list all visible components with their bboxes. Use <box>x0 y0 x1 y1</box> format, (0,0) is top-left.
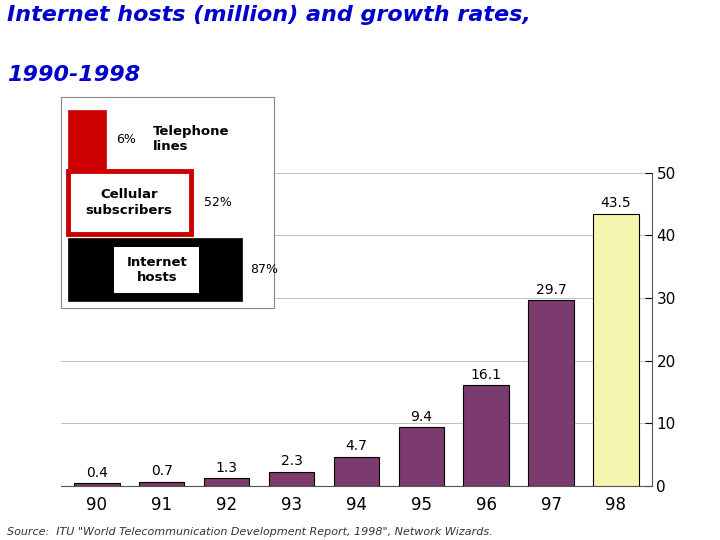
Text: 52%: 52% <box>204 196 231 209</box>
Bar <box>593 213 639 486</box>
Text: Cellular
subscribers: Cellular subscribers <box>86 188 173 217</box>
Text: 4.7: 4.7 <box>346 440 367 454</box>
Bar <box>464 385 509 486</box>
Text: Internet hosts (million) and growth rates,: Internet hosts (million) and growth rate… <box>7 5 531 25</box>
Text: Internet
hosts: Internet hosts <box>127 256 187 284</box>
Text: 87%: 87% <box>251 264 278 276</box>
Text: 0.4: 0.4 <box>86 467 108 481</box>
Text: 1.3: 1.3 <box>216 461 238 475</box>
Bar <box>333 456 379 486</box>
Bar <box>74 483 120 486</box>
Bar <box>528 300 574 486</box>
Bar <box>139 482 184 486</box>
Bar <box>399 427 444 486</box>
Bar <box>204 478 249 486</box>
Text: 0.7: 0.7 <box>150 464 173 478</box>
Text: 16.1: 16.1 <box>471 368 502 382</box>
Text: 1990-1998: 1990-1998 <box>7 65 140 85</box>
Bar <box>68 171 191 234</box>
Text: 43.5: 43.5 <box>600 197 631 211</box>
Text: 9.4: 9.4 <box>410 410 432 424</box>
Bar <box>68 238 242 301</box>
Bar <box>269 471 314 486</box>
Bar <box>114 247 199 293</box>
Text: 6%: 6% <box>117 133 136 146</box>
Text: 2.3: 2.3 <box>281 455 302 469</box>
Text: Telephone
lines: Telephone lines <box>153 125 229 153</box>
Text: Source:  ITU "World Telecommunication Development Report, 1998", Network Wizards: Source: ITU "World Telecommunication Dev… <box>7 527 492 537</box>
Bar <box>68 110 106 169</box>
Text: 29.7: 29.7 <box>536 283 567 297</box>
